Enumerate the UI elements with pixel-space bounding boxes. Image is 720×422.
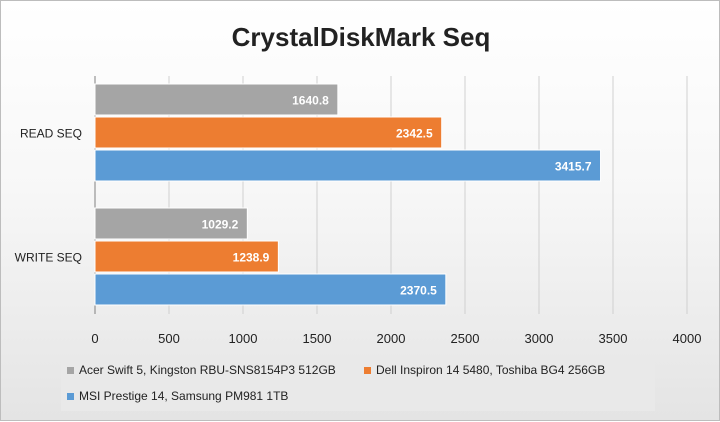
bar [94,273,447,306]
bar [94,83,339,116]
legend-item-dell: Dell Inspiron 14 5480, Toshiba BG4 256GB [364,363,605,377]
data-label: 3415.7 [555,160,592,174]
chart-title: CrystalDiskMark Seq [232,22,491,52]
category-label: WRITE SEQ [15,251,82,265]
bar [94,149,602,182]
x-tick-label: 3000 [525,331,554,346]
x-tick-label: 500 [158,331,180,346]
category-label: READ SEQ [20,127,82,141]
bar [94,240,279,273]
x-tick-label: 0 [91,331,98,346]
legend-label-acer: Acer Swift 5, Kingston RBU-SNS8154P3 512… [79,363,336,377]
x-tick-label: 2000 [377,331,406,346]
x-tick-label: 2500 [451,331,480,346]
legend-swatch-msi [67,392,74,400]
bar [94,207,248,240]
x-tick-label: 1500 [303,331,332,346]
legend-item-acer: Acer Swift 5, Kingston RBU-SNS8154P3 512… [67,363,336,377]
data-label: 1029.2 [202,218,239,232]
data-label: 1238.9 [233,251,270,265]
data-label: 2370.5 [400,284,437,298]
x-tick-label: 1000 [229,331,258,346]
data-label: 1640.8 [292,94,329,108]
legend-item-msi: MSI Prestige 14, Samsung PM981 1TB [67,389,288,403]
x-tick-label: 3500 [599,331,628,346]
legend-label-dell: Dell Inspiron 14 5480, Toshiba BG4 256GB [376,363,606,377]
data-label: 2342.5 [396,127,433,141]
legend-label-msi: MSI Prestige 14, Samsung PM981 1TB [79,389,289,403]
legend: Acer Swift 5, Kingston RBU-SNS8154P3 512… [61,355,655,411]
legend-swatch-acer [67,366,74,374]
bar [94,116,443,149]
legend-swatch-dell [364,366,371,374]
x-tick-label: 4000 [673,331,702,346]
